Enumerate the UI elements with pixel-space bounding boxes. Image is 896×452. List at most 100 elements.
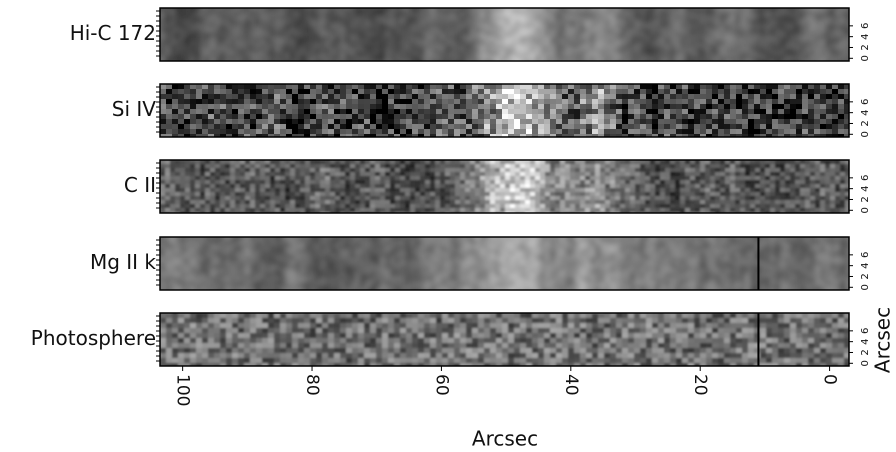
image-pixel <box>775 8 781 13</box>
image-pixel <box>220 200 226 205</box>
image-pixel <box>815 20 821 25</box>
image-pixel <box>345 196 351 201</box>
image-pixel <box>380 12 386 17</box>
image-pixel <box>750 12 756 17</box>
image-pixel <box>610 114 617 120</box>
image-pixel <box>170 48 176 53</box>
image-pixel <box>325 188 331 193</box>
image-pixel <box>310 40 316 45</box>
image-pixel <box>286 104 293 110</box>
image-pixel <box>190 64 196 69</box>
image-pixel <box>575 24 581 29</box>
image-pixel <box>240 20 246 25</box>
image-pixel <box>712 124 719 130</box>
image-pixel <box>620 64 626 69</box>
image-pixel <box>785 44 791 49</box>
image-pixel <box>370 28 376 33</box>
image-pixel <box>525 64 531 69</box>
image-pixel <box>560 8 566 13</box>
image-pixel <box>255 172 261 177</box>
image-pixel <box>315 184 321 189</box>
image-pixel <box>595 36 601 41</box>
image-pixel <box>304 94 311 100</box>
image-pixel <box>355 184 361 189</box>
image-pixel <box>400 168 406 173</box>
image-pixel <box>628 94 635 100</box>
image-pixel <box>385 36 391 41</box>
image-pixel <box>844 114 849 120</box>
image-pixel <box>682 129 689 135</box>
image-pixel <box>766 114 773 120</box>
image-pixel <box>694 129 701 135</box>
image-pixel <box>510 176 516 181</box>
image-pixel <box>670 44 676 49</box>
image-pixel <box>634 99 641 105</box>
image-pixel <box>238 104 245 110</box>
image-pixel <box>350 164 356 169</box>
image-pixel <box>595 16 601 21</box>
image-pixel <box>540 24 546 29</box>
image-pixel <box>195 16 201 21</box>
image-pixel <box>370 192 376 197</box>
image-pixel <box>275 200 281 205</box>
image-pixel <box>208 134 215 137</box>
image-pixel <box>500 172 506 177</box>
image-pixel <box>664 104 671 110</box>
image-pixel <box>730 8 736 13</box>
image-pixel <box>238 109 245 115</box>
image-pixel <box>220 114 227 120</box>
image-pixel <box>360 20 366 25</box>
image-pixel <box>556 139 563 145</box>
image-pixel <box>495 64 501 69</box>
image-pixel <box>465 12 471 17</box>
image-pixel <box>165 44 171 49</box>
image-pixel <box>485 184 491 189</box>
image-pixel <box>545 8 551 13</box>
image-pixel <box>448 139 455 145</box>
image-pixel <box>778 89 785 95</box>
image-pixel <box>355 160 361 165</box>
image-pixel <box>500 20 506 25</box>
image-pixel <box>370 164 376 169</box>
image-pixel <box>680 20 686 25</box>
image-pixel <box>375 164 381 169</box>
image-pixel <box>370 94 377 100</box>
image-pixel <box>844 84 849 90</box>
image-pixel <box>322 124 329 130</box>
image-pixel <box>412 114 419 120</box>
image-pixel <box>244 119 251 125</box>
image-pixel <box>166 114 173 120</box>
image-pixel <box>170 176 176 181</box>
image-pixel <box>340 104 347 110</box>
image-pixel <box>640 129 647 135</box>
image-pixel <box>610 119 617 125</box>
image-pixel <box>568 124 575 130</box>
image-pixel <box>244 84 251 90</box>
image-pixel <box>720 8 726 13</box>
image-pixel <box>465 168 471 173</box>
image-pixel <box>320 176 326 181</box>
image-pixel <box>540 32 546 37</box>
image-pixel <box>835 36 841 41</box>
image-pixel <box>766 89 773 95</box>
image-pixel <box>838 139 845 145</box>
image-pixel <box>310 129 317 135</box>
image-pixel <box>165 36 171 41</box>
image-pixel <box>210 64 216 69</box>
image-pixel <box>556 99 563 105</box>
image-pixel <box>490 188 496 193</box>
image-pixel <box>382 94 389 100</box>
image-pixel <box>380 180 386 185</box>
image-pixel <box>240 32 246 37</box>
image-pixel <box>682 139 689 145</box>
image-pixel <box>430 134 437 137</box>
image-pixel <box>380 184 386 189</box>
image-pixel <box>670 94 677 100</box>
image-pixel <box>715 56 721 61</box>
image-pixel <box>550 12 556 17</box>
image-pixel <box>496 99 503 105</box>
image-pixel <box>275 192 281 197</box>
image-pixel <box>526 134 533 137</box>
image-pixel <box>214 84 221 90</box>
image-pixel <box>575 48 581 53</box>
